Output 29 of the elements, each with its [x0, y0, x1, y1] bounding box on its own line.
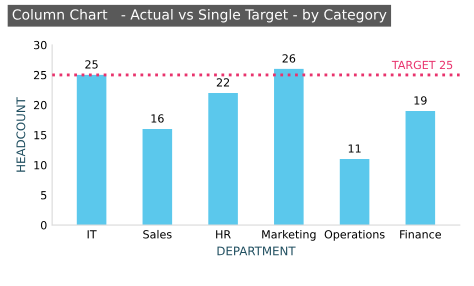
data-label: 22	[216, 78, 230, 86]
bar	[208, 92, 238, 226]
data-label: 26	[282, 54, 296, 63]
x-tick-label: Finance	[400, 230, 441, 239]
ref-line-label: TARGET 25	[392, 60, 452, 70]
y-axis-title: HEADCOUNT	[16, 97, 26, 172]
data-label: 19	[414, 96, 427, 105]
x-tick-label: HR	[216, 230, 231, 238]
x-axis-title: DEPARTMENT	[218, 246, 296, 256]
x-tick-label: Operations	[324, 230, 385, 241]
bar	[142, 128, 172, 226]
y-tick-label: 20	[34, 100, 47, 110]
x-tick-label: Marketing	[262, 230, 316, 241]
x-tick-label: IT	[88, 230, 97, 238]
chart-title: Column Chart - Actual vs Single Target - by Category	[12, 9, 386, 22]
bar	[76, 74, 106, 226]
bar	[406, 110, 436, 226]
y-tick-label: 0	[40, 221, 47, 230]
y-tick-label: 10	[34, 160, 47, 170]
y-tick-label: 15	[34, 131, 46, 140]
y-tick-label: 25	[34, 70, 46, 80]
data-label: 25	[85, 60, 98, 69]
bar	[340, 159, 370, 226]
x-tick-label: Sales	[143, 230, 172, 239]
bar	[274, 68, 304, 226]
data-label: 11	[348, 144, 361, 153]
y-tick-label: 30	[34, 40, 47, 50]
data-label: 16	[151, 114, 164, 123]
y-tick-label: 5	[41, 191, 46, 200]
